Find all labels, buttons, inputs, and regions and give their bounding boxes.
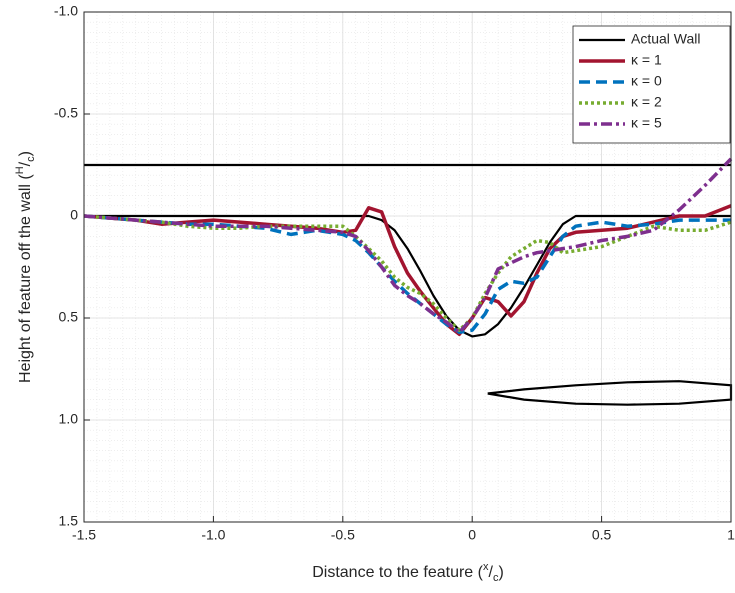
y-tick-label: -1.0 <box>54 3 78 19</box>
x-tick-label: 0 <box>468 527 476 543</box>
legend: Actual Wall κ = 1 κ = 0 κ = 2 κ = 5 <box>572 25 731 144</box>
legend-label: Actual Wall <box>631 31 701 47</box>
lines <box>83 157 733 406</box>
legend-label: κ = 5 <box>631 115 662 131</box>
y-tick-label: 0.5 <box>59 309 79 325</box>
legend-label: κ = 2 <box>631 94 662 110</box>
y-axis-label: Height of feature off the wall (H/c) <box>14 151 37 383</box>
series-line <box>83 214 732 332</box>
series-line <box>83 214 731 335</box>
legend-label: κ = 0 <box>631 73 662 89</box>
x-tick-label: 0.5 <box>592 527 612 543</box>
legend-box <box>572 25 731 144</box>
y-tick-label: 0 <box>70 207 78 223</box>
y-tick-label: -0.5 <box>54 105 78 121</box>
y-tick-label: 1.5 <box>59 513 79 529</box>
series-line <box>84 214 731 338</box>
series-line <box>83 157 733 335</box>
x-tick-label: -0.5 <box>331 527 355 543</box>
grid: -1.5 -1.0 -0.5 0 0.5 1 -1.0 -0.5 0 0.5 1.0 1.5 <box>54 3 735 543</box>
x-tick-label: -1.5 <box>72 527 96 543</box>
axes-box <box>83 11 732 523</box>
legend-label: κ = 1 <box>631 52 662 68</box>
y-tick-label: 1.0 <box>59 411 79 427</box>
x-tick-label: -1.0 <box>201 527 225 543</box>
x-tick-label: 1 <box>727 527 735 543</box>
x-axis-label: Distance to the feature (x/c) <box>312 561 504 584</box>
